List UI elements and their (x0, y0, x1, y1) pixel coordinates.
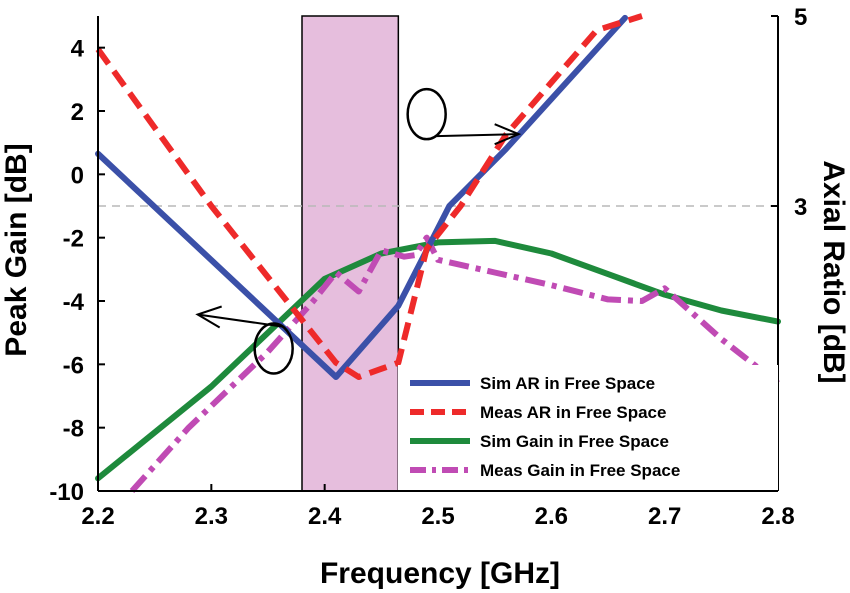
y-left-tick-label: -6 (63, 352, 84, 379)
y-left-axis-title: Peak Gain [dB] (0, 143, 33, 356)
x-axis-title: Frequency [GHz] (320, 557, 560, 590)
series-line-3 (129, 234, 780, 494)
y-left-tick-label: -2 (63, 226, 84, 253)
x-tick-label: 2.5 (421, 503, 454, 530)
x-tick-label: 2.7 (648, 503, 681, 530)
annotation-ellipse-gain (253, 322, 294, 375)
x-tick-label: 2.8 (761, 503, 794, 530)
x-tick-label: 2.2 (81, 503, 114, 530)
x-tick-label: 2.6 (535, 503, 568, 530)
annotation-arrow-right-head (494, 123, 522, 146)
y-left-tick-label: 2 (71, 99, 84, 126)
legend-label-0: Sim AR in Free Space (480, 374, 655, 393)
y-left-tick-label: -4 (63, 289, 85, 316)
y-right-tick-label: 5 (794, 4, 807, 31)
annotation-layer (195, 87, 522, 375)
annotation-ellipse-ar (406, 87, 447, 141)
annotation-arrow-right-shaft (436, 133, 519, 138)
y-right-tick-labels: 53 (794, 4, 807, 221)
y-left-tick-label: -8 (63, 416, 84, 443)
series-layer (95, 13, 781, 494)
y-left-tick-label: 0 (71, 162, 84, 189)
legend-label-2: Sim Gain in Free Space (480, 432, 669, 451)
series-line-1 (95, 13, 643, 380)
y-left-tick-label: -10 (49, 479, 84, 506)
x-tick-labels: 2.2 2.3 2.4 2.5 2.6 2.7 2.8 (81, 503, 794, 530)
y-left-tick-label: 4 (71, 36, 85, 63)
y-right-axis-title: Axial Ratio [dB] (817, 160, 850, 383)
annotation-arrow-left-shaft (197, 313, 282, 328)
annotation-arrow-left-head (195, 305, 222, 329)
legend-label-3: Meas Gain in Free Space (480, 461, 680, 480)
legend: Sim AR in Free Space Meas AR in Free Spac… (398, 365, 778, 490)
legend-label-1: Meas AR in Free Space (480, 403, 666, 422)
y-right-tick-label: 3 (794, 194, 807, 221)
y-left-tick-labels: 4 2 0 -2 -4 -6 -8 -10 (49, 36, 84, 506)
x-tick-label: 2.4 (308, 503, 342, 530)
x-tick-label: 2.3 (195, 503, 228, 530)
